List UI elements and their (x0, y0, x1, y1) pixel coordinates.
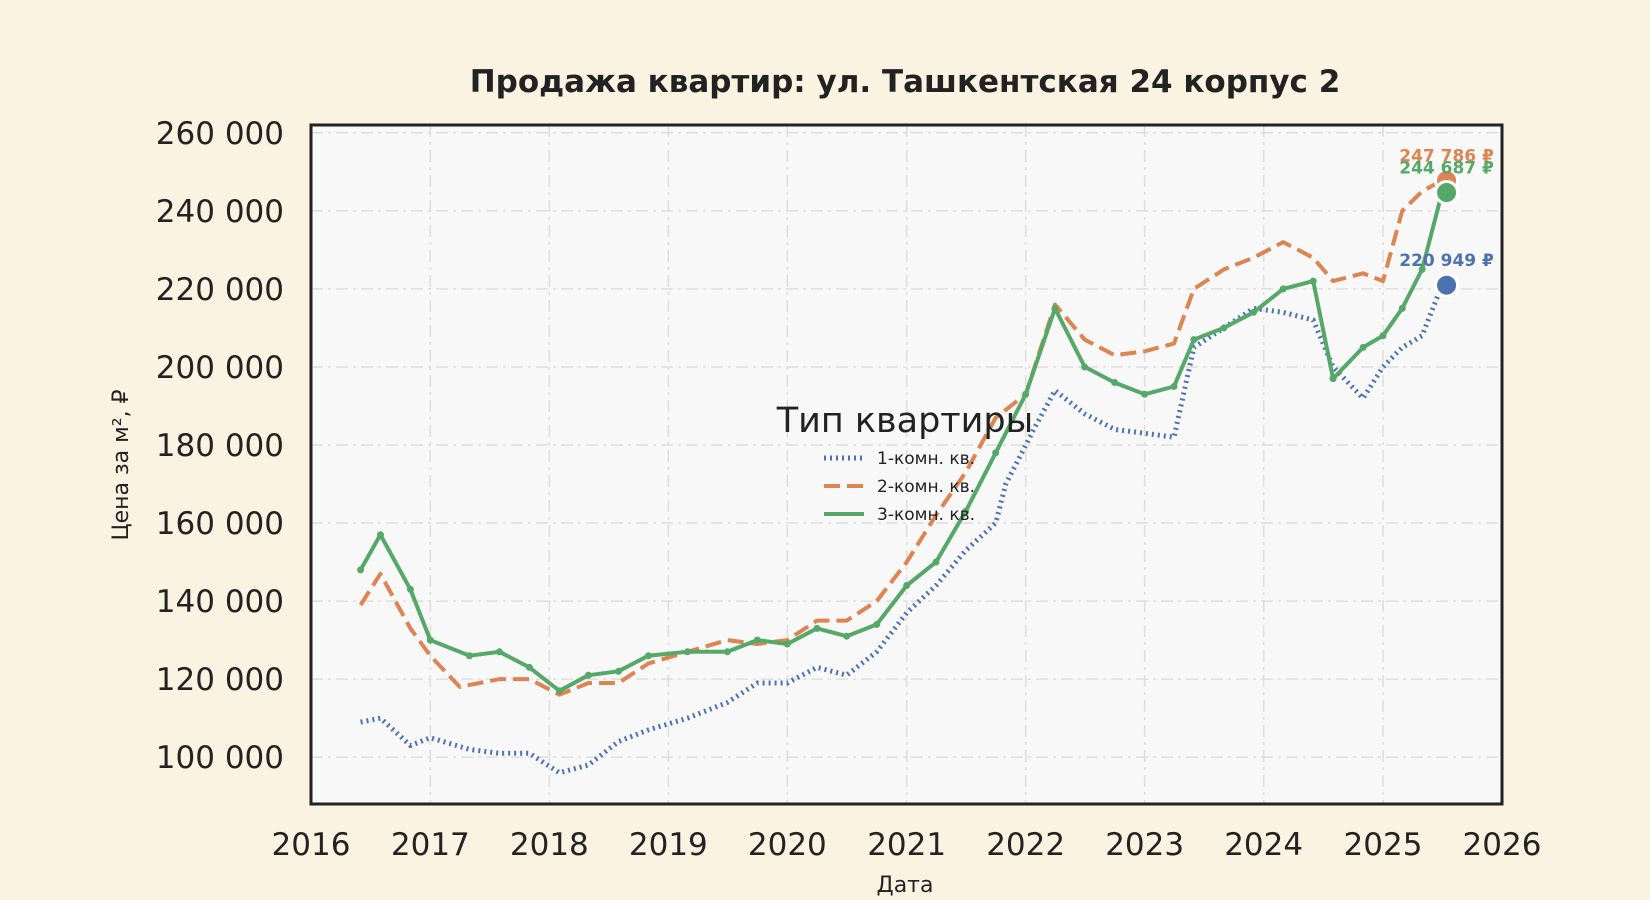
x-tick-label: 2017 (391, 827, 470, 863)
x-tick-label: 2016 (272, 827, 351, 863)
end-value-marker (1434, 272, 1460, 298)
x-tick-label: 2024 (1224, 827, 1303, 863)
y-tick-label: 180 000 (156, 428, 284, 464)
end-value-label: 244 687 ₽ (1399, 159, 1494, 179)
series-point (1170, 382, 1178, 390)
series-point (992, 449, 1000, 457)
series-point (376, 531, 384, 539)
series-point (1220, 324, 1228, 332)
series-line (358, 178, 1443, 697)
grid (310, 125, 1503, 804)
y-tick-label: 260 000 (156, 116, 284, 152)
y-tick-label: 100 000 (156, 740, 284, 776)
series-point (783, 640, 791, 648)
series-point (1022, 390, 1030, 398)
series-point (1398, 304, 1406, 312)
x-tick-label: 2020 (748, 827, 827, 863)
series-point (1379, 332, 1387, 340)
series-point (813, 624, 821, 632)
legend-label: 3-комн. кв. (877, 505, 975, 525)
x-axis-label: Дата (877, 873, 934, 898)
x-tick-label: 2025 (1344, 827, 1423, 863)
series-point (1309, 277, 1317, 285)
series-point (1359, 343, 1367, 351)
plot-area (311, 125, 1502, 804)
y-tick-label: 140 000 (156, 584, 284, 620)
series-point (357, 566, 365, 574)
legend-label: 1-комн. кв. (877, 449, 975, 469)
series-point (406, 585, 414, 593)
x-tick-label: 2026 (1463, 827, 1542, 863)
plot-frame (309, 123, 1504, 806)
series-point (903, 581, 911, 589)
x-tick-label: 2019 (629, 827, 708, 863)
legend: Тип квартиры 1-комн. кв. 2-комн. кв. 3-ком… (776, 401, 1034, 525)
x-tick-label: 2021 (867, 827, 946, 863)
series-point (614, 667, 622, 675)
y-tick-label: 200 000 (156, 350, 284, 386)
series-point (1418, 265, 1426, 273)
y-tick-label: 160 000 (156, 506, 284, 542)
series-point (753, 636, 761, 644)
y-axis-label: Цена за м², ₽ (109, 389, 134, 540)
series-point (962, 507, 970, 515)
x-tick-label: 2022 (986, 827, 1065, 863)
series-point (1250, 308, 1258, 316)
series-point (584, 671, 592, 679)
series-point (426, 636, 434, 644)
y-tick-label: 220 000 (156, 272, 284, 308)
series-point (873, 620, 881, 628)
series-point (684, 648, 692, 656)
series-point (843, 632, 851, 640)
end-markers: 247 786 ₽244 687 ₽ 220 949 ₽ (1399, 146, 1494, 298)
series-point (723, 648, 731, 656)
legend-title: Тип квартиры (776, 401, 1034, 441)
series-point (1081, 363, 1089, 371)
y-tick-label: 240 000 (156, 194, 284, 230)
series-point (1329, 375, 1337, 383)
y-tick-label: 120 000 (156, 662, 284, 698)
end-value-label: 220 949 ₽ (1399, 251, 1494, 271)
series-point (465, 652, 473, 660)
series-point (1279, 285, 1287, 293)
legend-label: 2-комн. кв. (877, 477, 975, 497)
series-point (644, 652, 652, 660)
series-point (932, 558, 940, 566)
series-point (495, 648, 503, 656)
series-point (1051, 304, 1059, 312)
series-point (1141, 390, 1149, 398)
series-lines (357, 178, 1446, 776)
series-point (1190, 336, 1198, 344)
series-point (525, 663, 533, 671)
x-tick-label: 2018 (510, 827, 589, 863)
x-tick-label: 2023 (1105, 827, 1184, 863)
axis-ticks: 2016 2017 2018 2019 2020 2021 2022 2023 2024 2025… (156, 116, 1542, 863)
chart-title: Продажа квартир: ул. Ташкентская 24 корп… (470, 64, 1341, 100)
end-value-label: 247 786 ₽ (1399, 146, 1494, 166)
series-point (1111, 379, 1119, 387)
series-point (555, 687, 563, 695)
end-value-marker (1434, 180, 1460, 206)
